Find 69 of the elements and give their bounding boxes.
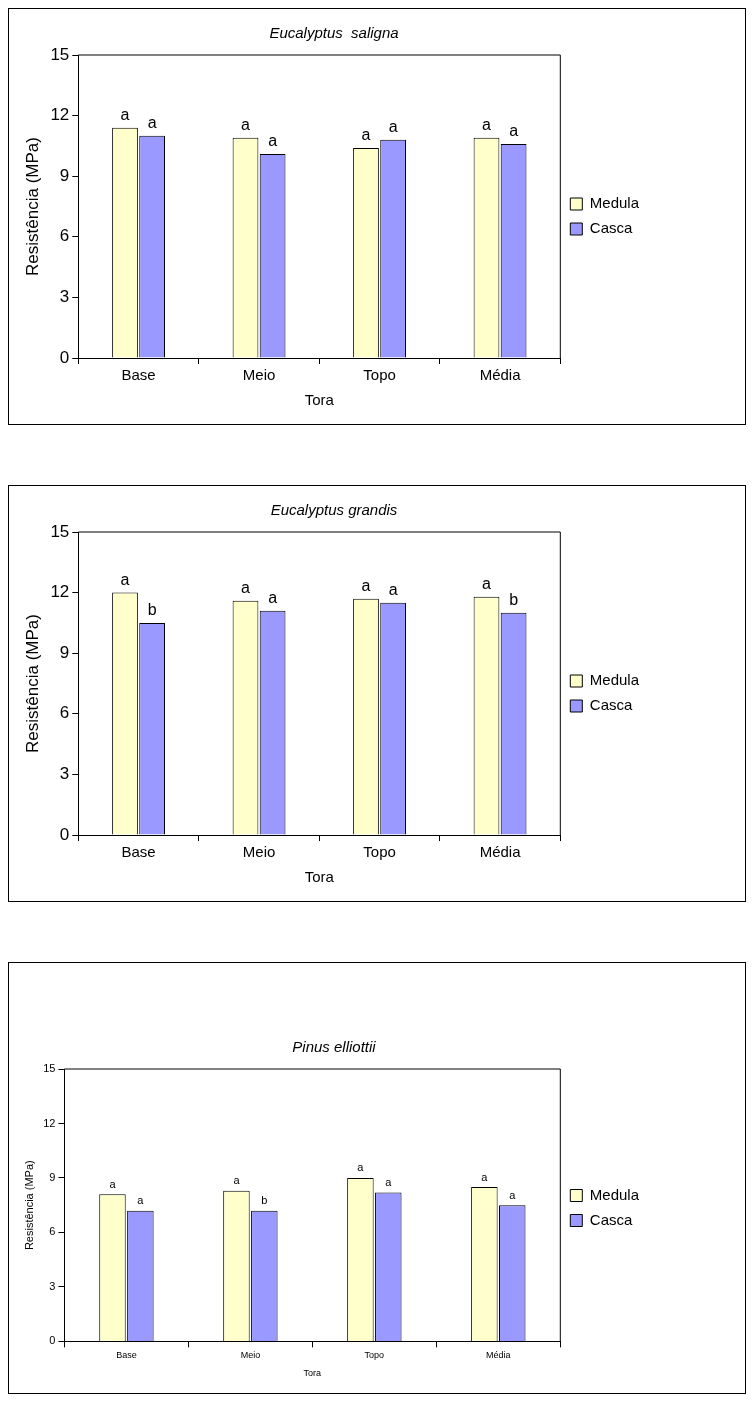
y-tick-label: 0 [49, 1334, 56, 1347]
legend-label: Casca [589, 219, 633, 237]
annotation: a [268, 132, 278, 150]
y-tick-label: 0 [59, 824, 70, 844]
x-tick-label: Média [479, 366, 522, 384]
x-tick-label: Topo [363, 366, 396, 384]
y-tick-label: 15 [43, 1062, 56, 1075]
x-axis-title: Tora [304, 868, 335, 886]
annotation: a [137, 1194, 145, 1207]
y-tick-label: 6 [49, 1225, 56, 1238]
x-tick-label: Meio [242, 366, 276, 384]
x-tick-label: Média [486, 1350, 511, 1361]
y-axis-title: Resistência (MPa) [22, 614, 42, 753]
y-tick-label: 9 [49, 1170, 56, 1183]
annotation: a [385, 1176, 393, 1189]
x-tick-label: Meio [242, 843, 276, 861]
legend-label: Medula [589, 671, 640, 689]
annotation: a [388, 118, 398, 136]
annotation: a [120, 571, 130, 589]
annotation: a [120, 106, 130, 124]
x-tick-label: Topo [364, 1350, 385, 1361]
y-tick-label: 12 [50, 582, 70, 602]
annotation: b [261, 1194, 268, 1207]
y-tick-label: 6 [59, 703, 70, 723]
annotation: a [241, 579, 251, 597]
legend-label: Medula [589, 194, 640, 212]
annotation: a [388, 581, 398, 599]
x-tick-label: Base [116, 1350, 137, 1361]
annotation: b [509, 591, 519, 609]
legend-label: Casca [589, 1210, 633, 1228]
y-tick-label: 3 [49, 1279, 56, 1292]
y-tick-label: 15 [50, 521, 70, 541]
annotation: a [233, 1174, 241, 1187]
y-axis-title: Resistência (MPa) [22, 137, 42, 276]
y-tick-label: 15 [50, 44, 70, 64]
x-tick-label: Base [121, 843, 156, 861]
y-tick-label: 9 [59, 165, 70, 185]
y-tick-label: 9 [59, 642, 70, 662]
annotation: a [482, 575, 492, 593]
y-axis-title: Resistência (MPa) [22, 1160, 35, 1251]
chart-title: Pinus elliottii [292, 1038, 377, 1056]
x-tick-label: Média [479, 843, 522, 861]
annotation: a [109, 1177, 117, 1190]
annotation: a [361, 577, 371, 595]
annotation: a [241, 116, 251, 134]
x-tick-label: Base [121, 366, 156, 384]
annotation: a [509, 1188, 517, 1201]
annotation: a [509, 122, 519, 140]
y-tick-label: 3 [59, 287, 70, 307]
x-axis-title: Tora [303, 1368, 322, 1379]
annotation: a [482, 116, 492, 134]
y-tick-label: 0 [59, 347, 70, 367]
annotation: a [481, 1170, 489, 1183]
annotation: a [357, 1161, 365, 1174]
chart-title: Eucalyptus saligna [269, 24, 399, 42]
x-tick-label: Meio [240, 1350, 261, 1361]
y-tick-label: 12 [50, 105, 70, 125]
x-tick-label: Topo [363, 843, 396, 861]
y-tick-label: 6 [59, 226, 70, 246]
legend-label: Medula [589, 1185, 640, 1203]
legend-label: Casca [589, 696, 633, 714]
annotation: a [147, 114, 157, 132]
annotation: b [147, 601, 157, 619]
x-axis-title: Tora [304, 391, 335, 409]
annotation: a [361, 126, 371, 144]
y-tick-label: 12 [43, 1116, 56, 1129]
annotation: a [268, 589, 278, 607]
y-tick-label: 3 [59, 764, 70, 784]
chart-title: Eucalyptus grandis [270, 501, 398, 519]
